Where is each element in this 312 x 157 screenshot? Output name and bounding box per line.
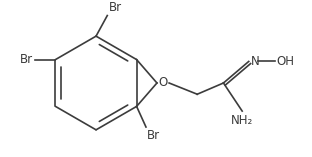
Text: NH₂: NH₂ (231, 114, 253, 127)
Text: O: O (158, 76, 167, 89)
Text: N: N (251, 55, 259, 68)
Text: OH: OH (276, 55, 294, 68)
Text: Br: Br (147, 129, 160, 142)
Text: Br: Br (109, 1, 122, 14)
Text: Br: Br (20, 53, 33, 66)
